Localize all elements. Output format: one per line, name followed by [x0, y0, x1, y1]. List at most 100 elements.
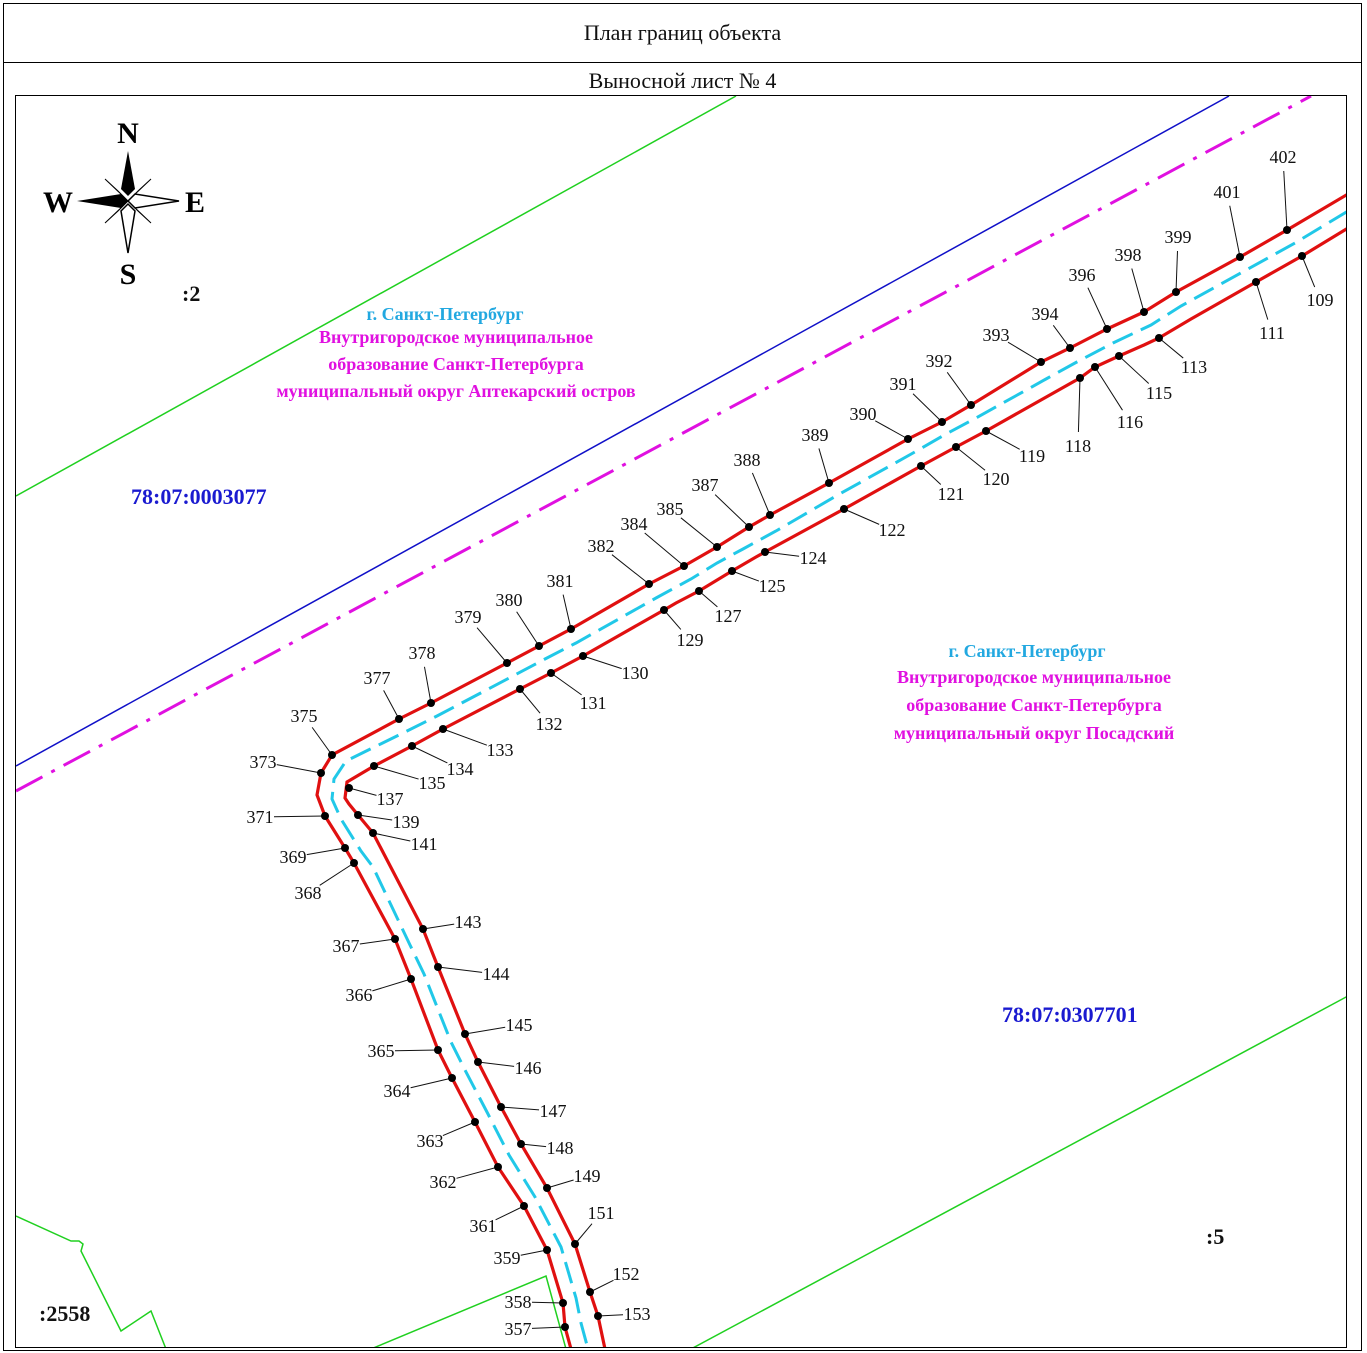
parcel-line-inner [373, 1274, 567, 1347]
parcel-line-north [16, 96, 737, 497]
point-leader-line [562, 594, 572, 630]
boundary-point-135: 135 [370, 762, 446, 793]
point-number-label: 377 [364, 668, 391, 688]
point-marker [497, 1103, 505, 1111]
parcel-2558-boundary [16, 1215, 167, 1347]
point-number-label: 401 [1214, 182, 1241, 202]
point-leader-line [1131, 268, 1145, 313]
point-number-label: 132 [536, 714, 563, 734]
boundary-point-133: 133 [439, 725, 514, 760]
point-number-label: 390 [850, 404, 877, 424]
point-number-label: 148 [547, 1138, 574, 1158]
point-number-label: 365 [368, 1041, 395, 1061]
point-number-label: 125 [759, 576, 786, 596]
point-leader-line [946, 372, 972, 406]
boundary-point-120: 120 [952, 443, 1010, 489]
point-marker [448, 1074, 456, 1082]
point-leader-line [589, 1279, 614, 1293]
boundary-point-393: 393 [983, 325, 1045, 366]
boundary-point-147: 147 [497, 1101, 567, 1121]
point-leader-line [550, 672, 582, 696]
boundary-point-115: 115 [1115, 352, 1172, 403]
point-marker [370, 762, 378, 770]
point-marker [594, 1312, 602, 1320]
point-marker [345, 784, 353, 792]
point-marker [547, 669, 555, 677]
point-number-label: 363 [417, 1131, 444, 1151]
point-marker [680, 562, 688, 570]
parcel-lines [16, 96, 1346, 1347]
point-number-label: 391 [890, 374, 917, 394]
point-number-label: 144 [483, 964, 510, 984]
point-marker [516, 685, 524, 693]
point-leader-line [410, 1077, 453, 1089]
district-north-line3: муниципальный округ Аптекарский остров [276, 381, 636, 401]
point-number-label: 375 [291, 706, 318, 726]
point-number-label: 139 [393, 812, 420, 832]
boundary-point-359: 359 [494, 1246, 551, 1268]
boundary-point-363: 363 [417, 1118, 479, 1151]
point-number-label: 130 [622, 663, 649, 683]
point-number-label: 358 [505, 1292, 532, 1312]
point-number-label: 369 [280, 847, 307, 867]
point-number-label: 364 [384, 1081, 411, 1101]
plan-title: План границ объекта [4, 4, 1361, 63]
boundary-point-388: 388 [734, 450, 774, 519]
boundary-point-122: 122 [840, 505, 906, 540]
point-marker [395, 715, 403, 723]
point-number-label: 387 [692, 475, 719, 495]
point-marker [1172, 288, 1180, 296]
boundary-point-362: 362 [430, 1163, 502, 1192]
point-leader-line [372, 832, 411, 842]
point-marker [917, 462, 925, 470]
point-number-label: 382 [588, 536, 615, 556]
sheet-frame: План границ объекта Выносной лист № 4 [3, 3, 1362, 1351]
point-leader-line [456, 1166, 499, 1179]
boundary-point-121: 121 [917, 462, 965, 504]
district-north-city: г. Санкт-Петербург [366, 304, 523, 324]
point-number-label: 389 [802, 425, 829, 445]
point-marker [419, 925, 427, 933]
compass-arrow-west [77, 194, 128, 208]
boundary-point-387: 387 [692, 475, 753, 531]
point-number-label: 146 [515, 1058, 542, 1078]
point-number-label: 380 [496, 590, 523, 610]
compass-label-s: S [120, 258, 137, 291]
boundary-point-141: 141 [369, 829, 438, 854]
point-marker [1140, 308, 1148, 316]
point-leader-line [611, 554, 650, 585]
compass-arrow-south [120, 202, 136, 254]
point-number-label: 133 [487, 740, 514, 760]
point-leader-line [843, 508, 880, 525]
point-marker [471, 1118, 479, 1126]
point-number-label: 396 [1069, 265, 1096, 285]
point-leader-line [1118, 355, 1150, 384]
point-marker [317, 769, 325, 777]
point-number-label: 141 [411, 834, 438, 854]
point-leader-line [476, 627, 508, 664]
point-number-label: 122 [879, 520, 906, 540]
point-number-label: 124 [800, 548, 827, 568]
point-leader-line [920, 465, 942, 485]
map-viewport: N S E W :2 :5 :2558 78:07:0003077 78:07:… [15, 95, 1347, 1348]
point-leader-line [437, 966, 483, 973]
boundary-point-365: 365 [368, 1041, 442, 1061]
point-number-label: 357 [505, 1319, 532, 1339]
point-number-label: 378 [409, 643, 436, 663]
point-leader-line [1052, 324, 1071, 349]
point-number-label: 368 [295, 883, 322, 903]
point-marker [1091, 363, 1099, 371]
point-leader-line [1229, 205, 1241, 258]
boundary-points: 402 401 399 398 396 394 393 392 391 390 389 388 387 3… [247, 147, 1334, 1339]
district-label-south: г. Санкт-Петербург Внутригородское муниц… [894, 641, 1174, 743]
boundary-point-389: 389 [802, 425, 833, 487]
point-leader-line [818, 448, 830, 484]
district-north-line1: Внутригородское муниципальное [319, 327, 593, 347]
point-marker [713, 543, 721, 551]
boundary-point-139: 139 [354, 811, 420, 832]
point-marker [1252, 278, 1260, 286]
point-number-label: 393 [983, 325, 1010, 345]
boundary-point-111: 111 [1252, 278, 1285, 343]
point-marker [825, 479, 833, 487]
boundary-point-385: 385 [657, 499, 721, 551]
